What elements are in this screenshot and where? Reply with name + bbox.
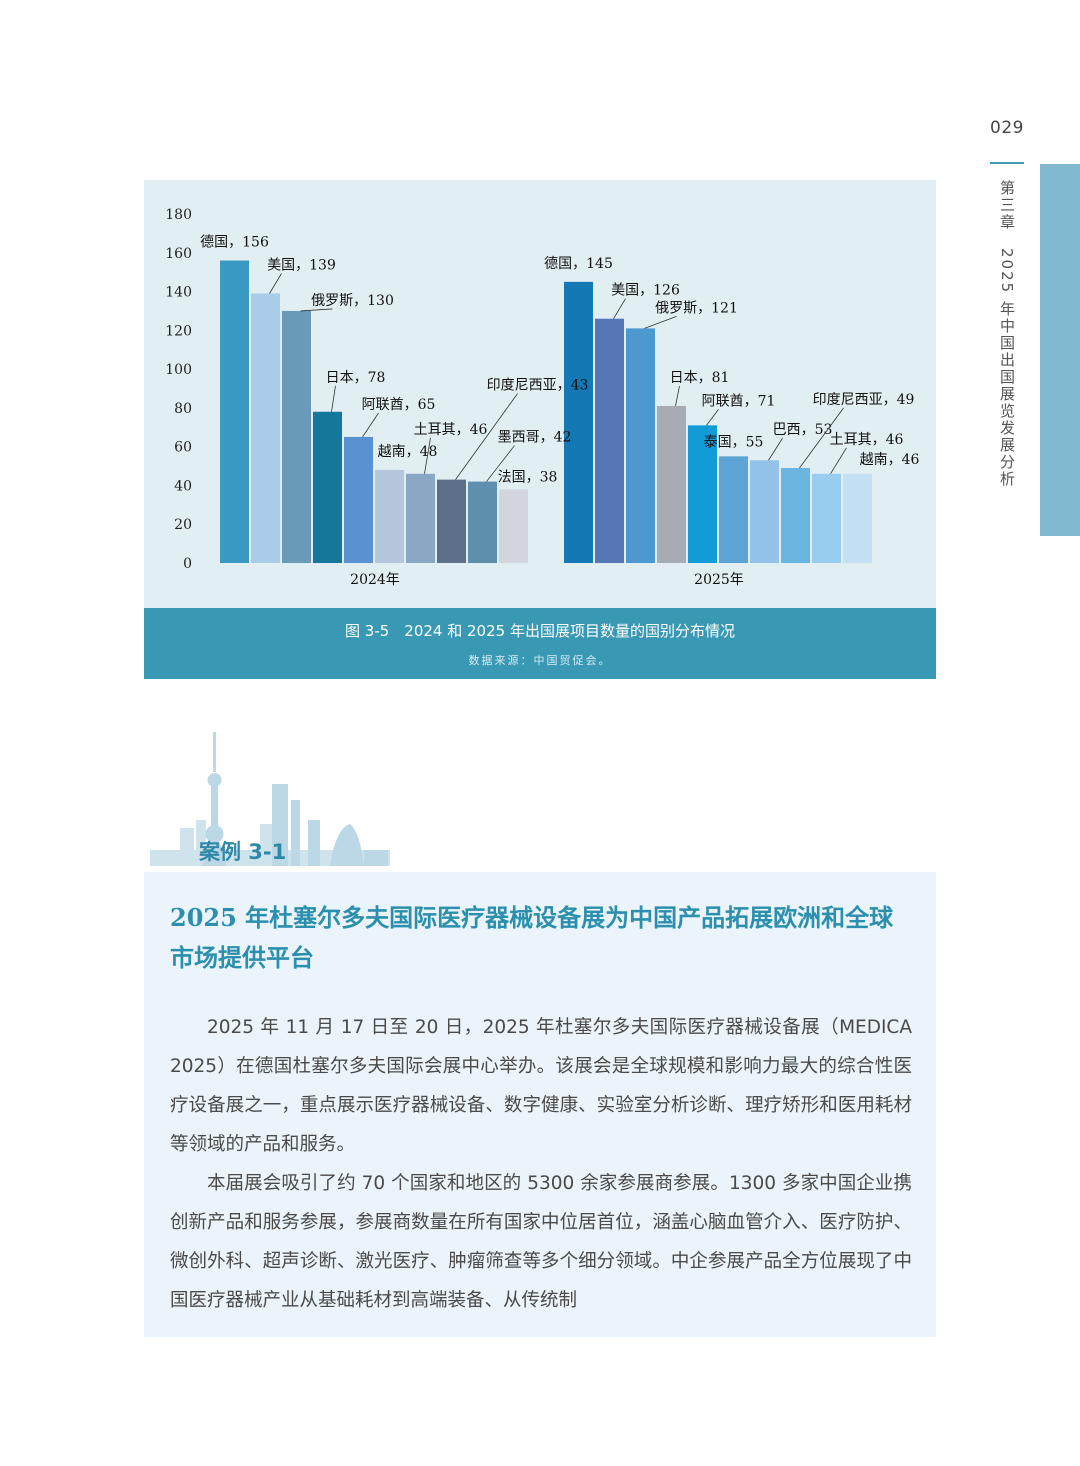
- case-body: 2025 年 11 月 17 日至 20 日，2025 年杜塞尔多夫国际医疗器械…: [170, 1008, 912, 1320]
- bar: [220, 260, 249, 563]
- bar: [781, 467, 810, 563]
- bar-data-label: 日本，78: [326, 370, 386, 386]
- chart-panel: 0 20 40 60 80 100 120 140 160 180 德国，156 美国，139 俄罗斯…: [144, 180, 936, 608]
- y-tick-label: 120: [165, 323, 192, 339]
- bar-data-label: 印度尼西亚，43: [487, 378, 589, 394]
- bar-data-label: 阿联酋，71: [702, 392, 776, 409]
- label-leader-line: [675, 385, 680, 407]
- bar: [688, 425, 717, 563]
- label-leader-line: [799, 407, 844, 469]
- chapter-rule: [990, 162, 1024, 164]
- chapter-tab: [1040, 164, 1080, 536]
- bar-data-label: 土耳其，46: [830, 432, 904, 448]
- y-axis: 0 20 40 60 80 100 120 140 160 180: [165, 207, 192, 572]
- bar-data-label: 美国，139: [267, 257, 336, 273]
- label-leader-line: [269, 273, 282, 294]
- label-leader-line: [424, 437, 431, 474]
- bar-data-label: 俄罗斯，121: [655, 300, 738, 316]
- y-tick-label: 20: [174, 517, 192, 533]
- bar-chart: 0 20 40 60 80 100 120 140 160 180 德国，156 美国，139 俄罗斯…: [165, 207, 919, 588]
- y-tick-label: 60: [174, 440, 192, 456]
- bar: [375, 469, 404, 563]
- bars: [220, 260, 872, 563]
- x-group-label: 2025年: [694, 572, 744, 588]
- y-tick-label: 0: [183, 556, 192, 572]
- label-leader-line: [455, 393, 518, 480]
- label-leader-line: [706, 409, 719, 426]
- bar-data-label: 德国，156: [200, 235, 269, 251]
- x-group-label: 2024年: [350, 572, 400, 588]
- bar: [313, 411, 342, 563]
- bar-data-label: 墨西哥，42: [498, 430, 572, 446]
- figure-caption: 图 3-5 2024 和 2025 年出国展项目数量的国别分布情况: [345, 622, 735, 640]
- bar: [719, 456, 748, 563]
- case-label: 案例 3-1: [199, 840, 287, 864]
- label-leader-line: [644, 316, 677, 329]
- label-leader-line: [362, 412, 379, 438]
- bar: [437, 479, 466, 563]
- label-leader-line: [613, 298, 626, 319]
- bar-data-label: 日本，81: [670, 370, 730, 386]
- data-labels: 德国，156 美国，139 俄罗斯，130 日本，78 阿联酋，65 越南，48 土耳其，4…: [200, 235, 919, 486]
- figure-caption-band: 图 3-5 2024 和 2025 年出国展项目数量的国别分布情况 数据来源：中…: [144, 608, 936, 679]
- bar: [251, 293, 280, 563]
- bar: [499, 489, 528, 563]
- bar-data-label: 巴西，53: [773, 422, 833, 438]
- bar-data-label: 越南，48: [378, 444, 438, 460]
- bar-data-label: 阿联酋，65: [362, 396, 436, 413]
- bar-data-label: 法国，38: [498, 469, 558, 485]
- y-tick-label: 180: [165, 207, 192, 223]
- y-tick-label: 80: [174, 401, 192, 417]
- case-paragraph-1: 2025 年 11 月 17 日至 20 日，2025 年杜塞尔多夫国际医疗器械…: [170, 1017, 912, 1155]
- bar-data-label: 越南，46: [860, 452, 920, 468]
- label-leader-line: [331, 385, 336, 412]
- bar: [657, 405, 686, 563]
- bar: [595, 318, 624, 563]
- case-paragraph-2: 本届展会吸引了约 70 个国家和地区的 5300 余家参展商参展。1300 多家…: [170, 1173, 912, 1311]
- label-leader-line: [830, 447, 847, 475]
- bar-data-label: 俄罗斯，130: [311, 293, 394, 309]
- case-box: 2025 年杜塞尔多夫国际医疗器械设备展为中国产品拓展欧洲和全球市场提供平台 2…: [144, 872, 936, 1337]
- y-tick-label: 100: [165, 362, 192, 378]
- bar-data-label: 德国，145: [544, 256, 613, 272]
- page-number: 029: [990, 118, 1024, 138]
- chapter-label: 第三章: [998, 180, 1016, 231]
- bar-data-label: 印度尼西亚，49: [813, 392, 915, 408]
- bar: [344, 436, 373, 563]
- skyline-illustration: [150, 732, 390, 866]
- bar-data-label: 土耳其，46: [414, 422, 488, 438]
- bar: [750, 460, 779, 563]
- label-leader-line: [300, 308, 333, 312]
- bar: [406, 473, 435, 563]
- bar: [282, 310, 311, 563]
- y-tick-label: 40: [174, 478, 192, 494]
- figure-source: 数据来源：中国贸促会。: [468, 654, 612, 667]
- label-leader-line: [768, 438, 783, 461]
- bar: [812, 473, 841, 563]
- bar: [626, 328, 655, 563]
- case-title: 2025 年杜塞尔多夫国际医疗器械设备展为中国产品拓展欧洲和全球市场提供平台: [170, 903, 894, 972]
- running-header: 第三章 2025 年中国出国展览发展分析: [996, 180, 1018, 488]
- bar-data-label: 美国，126: [611, 283, 680, 299]
- y-tick-label: 160: [165, 246, 192, 262]
- bar: [468, 481, 497, 563]
- label-leader-line: [486, 445, 515, 482]
- bar: [564, 281, 593, 563]
- y-tick-label: 140: [165, 285, 192, 301]
- bar: [843, 473, 872, 563]
- section-label: 2025 年中国出国展览发展分析: [998, 248, 1016, 488]
- group-labels: 2024年 2025年: [350, 572, 744, 588]
- bar-data-label: 泰国，55: [704, 434, 764, 450]
